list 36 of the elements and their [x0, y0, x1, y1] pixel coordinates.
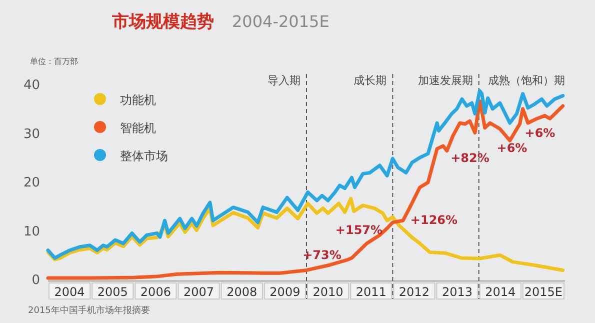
x-tick-label: 2004	[54, 285, 85, 299]
annotation: +126%	[410, 213, 458, 227]
y-axis-title: 单位：百万部	[30, 57, 78, 66]
legend-label: 智能机	[120, 121, 156, 135]
y-tick-label: 30	[23, 126, 40, 142]
annotation: +82%	[450, 151, 490, 165]
chart-title: 市场规模趋势	[111, 12, 214, 32]
y-tick-label: 40	[23, 78, 40, 93]
x-tick-label: 2011	[356, 285, 386, 299]
ref-line-label: 成长期	[354, 74, 387, 87]
y-tick-label: 0	[32, 273, 40, 288]
y-tick-label: 10	[23, 224, 40, 240]
x-tick-label: 2013	[442, 285, 473, 299]
legend-label: 功能机	[120, 93, 156, 107]
ref-line-label: 导入期	[268, 74, 300, 87]
x-tick-label: 2006	[140, 285, 171, 299]
y-tick-label: 20	[23, 176, 40, 190]
x-tick-label: 2005	[97, 285, 128, 299]
x-tick-label: 2007	[184, 285, 214, 299]
annotation: +157%	[335, 223, 383, 237]
annotation: +6%	[524, 126, 556, 140]
legend-label: 整体市场	[120, 149, 168, 163]
x-tick-label: 2010	[312, 285, 344, 299]
line-series	[46, 196, 565, 272]
annotation: 成熟（饱和）期	[488, 74, 565, 87]
x-tick-label: 2009	[270, 285, 300, 299]
annotation: +73%	[302, 248, 342, 262]
text: 2015年中国手机市场年报摘要	[28, 305, 150, 316]
x-tick-label: 2008	[226, 285, 258, 299]
x-tick-label: 2012	[398, 285, 430, 299]
line-series	[46, 89, 565, 260]
chart-subtitle: 2004-2015E	[232, 12, 330, 31]
x-tick-label: 2014	[485, 285, 516, 299]
ref-line-label: 加速发展期	[418, 74, 473, 87]
annotation: +6%	[496, 141, 528, 155]
x-tick-label: 2015E	[524, 285, 563, 299]
